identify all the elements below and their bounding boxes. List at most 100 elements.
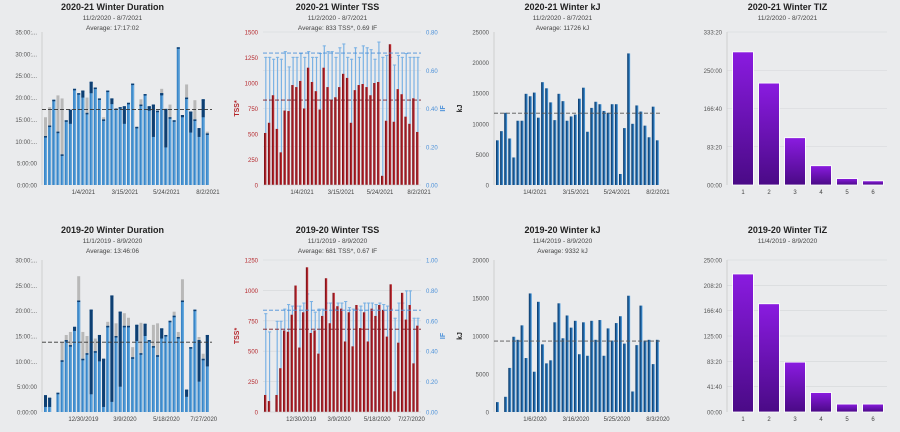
tiz-bar xyxy=(784,137,806,186)
duration-bar-cap xyxy=(176,337,180,339)
if-bar-cap xyxy=(340,302,344,304)
tiz-chart-2020-21: 00:00 83:20 166:40 250:00 333:20 1 2 3 4 5 6 xyxy=(704,31,887,196)
duration-bar xyxy=(85,353,89,412)
duration-bar-highlight xyxy=(178,47,180,185)
duration-bar xyxy=(102,119,106,185)
duration-bar-cap xyxy=(176,47,180,49)
kj-bar xyxy=(500,131,504,185)
kj-bar xyxy=(647,137,651,185)
x-tick-label: 6 xyxy=(871,190,875,196)
if-bar-cap xyxy=(363,302,367,304)
duration-bar-highlight xyxy=(145,94,147,185)
if-bar xyxy=(265,313,267,412)
if-bar-cap xyxy=(370,302,374,304)
tss-bar xyxy=(264,394,267,412)
duration-bar-cap xyxy=(56,392,60,395)
duration-bar-dark-segment xyxy=(151,104,155,137)
duration-bar xyxy=(60,360,64,412)
tss-bar xyxy=(317,353,320,412)
duration-bar-highlight xyxy=(116,336,118,412)
panel-tss-2019-20: 2019-20 Winter TSS 11/1/2019 - 8/9/2020 … xyxy=(225,216,450,432)
duration-bar-cap xyxy=(48,125,52,128)
if-bar-cap xyxy=(317,308,321,310)
tss-bar xyxy=(342,73,345,185)
duration-bar-cap xyxy=(68,109,72,112)
y-tick-label: 1000 xyxy=(245,82,259,88)
duration-bar-cap xyxy=(102,358,106,361)
x-tick-label: 1/6/2020 xyxy=(523,417,547,423)
chart-title: 2019-20 Winter Duration xyxy=(61,225,164,235)
y-tick-label: 25:00:... xyxy=(15,284,37,290)
if-bar-cap xyxy=(328,302,333,304)
duration-bar-highlight xyxy=(153,104,155,185)
if-bar-cap xyxy=(313,311,317,313)
chart-date-range: 11/4/2019 - 8/9/2020 xyxy=(757,238,818,245)
duration-bar-dark-segment xyxy=(201,99,205,118)
x-tick-label: 3/9/2020 xyxy=(328,417,352,423)
kj-bar xyxy=(504,112,508,185)
y2-tick-label: 0.20 xyxy=(426,145,438,151)
duration-bar xyxy=(44,136,47,185)
y-tick-label: 1250 xyxy=(245,56,259,62)
duration-bar xyxy=(160,328,164,412)
tss-bar xyxy=(345,77,349,185)
kj-bar xyxy=(586,131,590,185)
kj-bar xyxy=(655,339,659,412)
if-bar-cap xyxy=(397,302,401,304)
duration-bar xyxy=(60,154,64,185)
duration-bar-dark-segment xyxy=(44,395,47,407)
duration-bar xyxy=(52,99,56,185)
duration-bar-highlight xyxy=(161,328,164,412)
tss-bar xyxy=(351,346,354,412)
tss-bar xyxy=(378,304,381,412)
if-bar-cap xyxy=(404,290,409,292)
if-bar-cap xyxy=(290,305,295,307)
duration-bar-cap xyxy=(73,88,77,91)
duration-bar-cap xyxy=(131,357,135,359)
duration-bar-highlight xyxy=(58,131,60,185)
kj-bar xyxy=(594,339,598,412)
duration-bar-dark-segment xyxy=(143,323,147,336)
duration-bar xyxy=(77,93,81,185)
tss-bar xyxy=(290,314,293,412)
y2-axis-label: IF xyxy=(440,332,447,339)
if-bar-cap xyxy=(416,317,420,319)
duration-bar-cap xyxy=(127,102,130,105)
y2-tick-label: 0.60 xyxy=(426,69,438,75)
x-tick-label: 1/4/2021 xyxy=(72,190,96,196)
if-bar-cap xyxy=(321,308,325,310)
y-tick-label: 250:00 xyxy=(704,69,723,75)
if-bar xyxy=(280,320,282,412)
kj-bar xyxy=(508,367,512,412)
duration-bar xyxy=(185,389,189,412)
duration-bar xyxy=(73,326,77,412)
y-tick-label: 250:00 xyxy=(704,259,723,265)
duration-bar xyxy=(189,111,193,185)
duration-bar xyxy=(64,340,68,412)
if-bar-cap xyxy=(326,51,330,53)
if-bar-cap xyxy=(287,66,291,68)
y-tick-label: 750 xyxy=(248,107,259,113)
duration-bar-cap xyxy=(85,353,89,355)
kj-bar xyxy=(619,316,622,412)
duration-bar xyxy=(205,334,209,412)
duration-bar-highlight xyxy=(207,334,209,412)
if-bar xyxy=(269,56,271,185)
tss-bar xyxy=(314,91,318,185)
y2-tick-label: 0.60 xyxy=(426,319,438,325)
duration-chart-2019-20: 0:00:00 5:00:00 10:00:... 15:00:... 20:00:..… xyxy=(15,259,217,424)
duration-bar-cap xyxy=(106,90,110,93)
duration-bar-dark-segment xyxy=(89,81,93,94)
tss-bar xyxy=(318,109,322,185)
if-bar xyxy=(276,320,278,412)
chart-date-range: 11/2/2020 - 8/7/2021 xyxy=(82,15,143,22)
kj-bar xyxy=(528,96,532,185)
tss-bar xyxy=(384,120,388,185)
kj-bar xyxy=(569,327,573,412)
duration-bar-highlight xyxy=(174,120,176,185)
tss-bar xyxy=(377,81,380,185)
duration-bar-cap xyxy=(106,325,110,328)
duration-chart-2020-21: 0:00:00 5:00:00 10:00:... 15:00:... 20:00:..… xyxy=(15,31,220,197)
if-bar-cap xyxy=(334,56,338,58)
x-tick-label: 1/4/2021 xyxy=(290,190,314,196)
